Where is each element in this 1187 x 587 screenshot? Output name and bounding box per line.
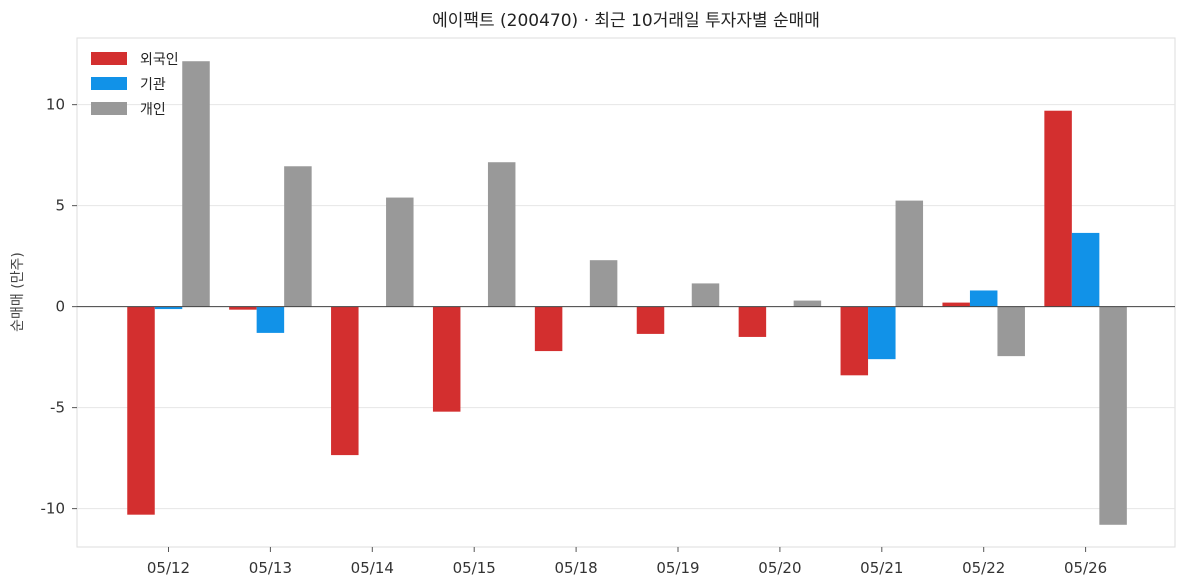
y-tick-label: 0: [55, 298, 65, 316]
bar: [997, 306, 1025, 357]
x-tick-label: 05/14: [351, 559, 394, 577]
bars: [127, 61, 1127, 525]
bar: [487, 162, 516, 307]
bar: [1099, 306, 1127, 525]
bar: [229, 306, 257, 310]
x-tick-label: 05/19: [656, 559, 699, 577]
bar: [691, 283, 720, 307]
legend-swatch: [91, 102, 127, 115]
x-tick-label: 05/22: [962, 559, 1005, 577]
bar: [256, 306, 285, 333]
bar: [840, 306, 869, 376]
bar: [182, 61, 210, 307]
legend-swatch: [91, 52, 127, 65]
y-tick-label: 5: [55, 197, 65, 215]
legend-label: 기관: [140, 77, 166, 93]
bar: [154, 306, 183, 310]
legend-swatch: [91, 77, 127, 90]
x-tick-label: 05/26: [1064, 559, 1107, 577]
bar: [1044, 110, 1072, 307]
x-tick-label: 05/15: [453, 559, 496, 577]
y-tick-label: -10: [41, 500, 66, 518]
bar: [127, 306, 155, 515]
x-tick-label: 05/20: [758, 559, 801, 577]
bar: [284, 166, 312, 307]
bar: [386, 197, 414, 307]
bar: [534, 306, 563, 352]
bar: [331, 306, 359, 456]
x-tick-label: 05/21: [860, 559, 903, 577]
y-axis-label: 순매매 (만주): [10, 252, 26, 332]
bar: [636, 306, 665, 334]
bar: [969, 290, 998, 307]
x-tick-label: 05/13: [249, 559, 292, 577]
bar: [868, 306, 896, 360]
bar: [589, 260, 618, 307]
bar: [895, 200, 924, 307]
plot-area: [76, 37, 1176, 548]
bar: [432, 306, 461, 412]
chart-title: 에이팩트 (200470) · 최근 10거래일 투자자별 순매매: [432, 11, 820, 31]
bar: [942, 302, 970, 307]
bar: [738, 306, 767, 337]
y-tick-label: -5: [50, 399, 65, 417]
legend-label: 외국인: [140, 52, 179, 68]
x-tick-label: 05/18: [554, 559, 597, 577]
legend-label: 개인: [140, 102, 166, 118]
y-tick-label: 10: [46, 96, 65, 114]
x-ticks: 05/12 05/13 05/14 05/15 05/18 05/19 05/20 05/21…: [147, 547, 1107, 577]
bar: [793, 300, 822, 307]
bar: [1071, 232, 1100, 307]
x-tick-label: 05/12: [147, 559, 190, 577]
y-ticks: -10 -5 0 5 10: [41, 96, 77, 518]
